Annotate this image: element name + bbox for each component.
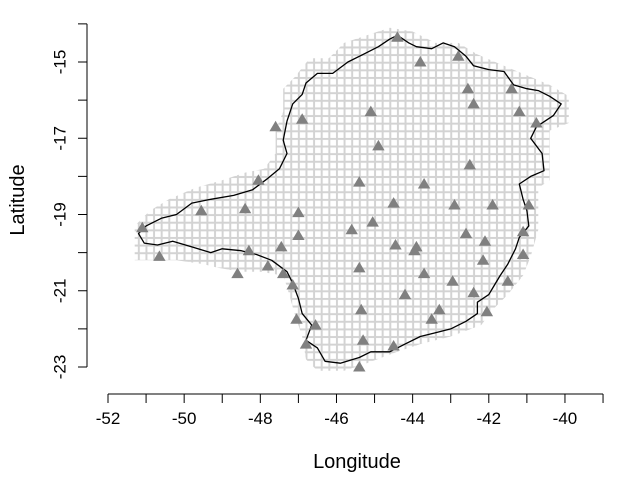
- x-tick-label: -42: [477, 409, 502, 428]
- station-triangle: [269, 120, 282, 132]
- station-triangle: [153, 250, 166, 261]
- station-triangle: [296, 113, 309, 124]
- station-triangle: [231, 267, 244, 279]
- y-tick-label: -17: [50, 126, 69, 151]
- station-triangle: [467, 286, 480, 298]
- station-triangle: [195, 204, 208, 216]
- station-triangle: [366, 216, 379, 227]
- station-triangle: [486, 199, 499, 210]
- station-triangle: [452, 50, 465, 61]
- x-axis-title: Longitude: [313, 451, 401, 473]
- station-triangle: [398, 288, 412, 300]
- station-triangle: [353, 261, 366, 273]
- station-triangle: [433, 303, 446, 315]
- station-triangle: [387, 197, 400, 208]
- station-triangle: [292, 206, 305, 218]
- y-tick-label: -15: [51, 50, 70, 75]
- station-triangle: [467, 97, 480, 109]
- station-triangle: [408, 244, 421, 256]
- x-tick-label: -40: [553, 409, 578, 428]
- station-triangle: [345, 223, 358, 235]
- station-triangle: [461, 82, 475, 94]
- station-triangle: [290, 313, 303, 324]
- station-triangle: [391, 31, 404, 42]
- station-triangle: [414, 56, 427, 67]
- station-triangle: [417, 178, 431, 189]
- station-triangle: [372, 139, 385, 151]
- station-triangle: [292, 229, 305, 240]
- station-triangle: [364, 105, 377, 117]
- station-triangle: [353, 176, 366, 187]
- grid-cell-area: [134, 27, 569, 371]
- y-tick-label: -21: [50, 279, 69, 304]
- station-triangle: [286, 279, 299, 290]
- state-boundary-line: [137, 34, 562, 364]
- x-tick-label: -50: [172, 409, 197, 428]
- state-boundary: [137, 34, 562, 364]
- station-triangle: [238, 202, 252, 214]
- y-tick-label: -23: [51, 355, 70, 380]
- station-triangle: [353, 361, 366, 372]
- station-triangle: [505, 82, 518, 94]
- station-triangle: [501, 275, 514, 286]
- station-triangle: [446, 275, 459, 286]
- station-triangle: [389, 239, 402, 250]
- station-triangle: [448, 199, 461, 210]
- station-triangle: [459, 227, 473, 239]
- station-triangle: [136, 221, 149, 233]
- axes: -52 -50 -48 -46 -44 -42 -40 -15 -17 -19 -21 -23: [50, 23, 604, 428]
- station-triangle: [277, 267, 290, 279]
- station-triangle: [417, 267, 431, 279]
- station-triangle: [299, 338, 313, 349]
- station-markers: [136, 31, 543, 372]
- station-triangle: [387, 340, 400, 351]
- x-tick-label: -52: [96, 409, 121, 428]
- station-triangle: [530, 117, 543, 128]
- station-triangle: [242, 244, 256, 256]
- station-triangle: [275, 240, 288, 252]
- y-axis-title: Latitude: [7, 164, 29, 235]
- station-triangle: [513, 105, 526, 117]
- station-triangle: [516, 248, 530, 259]
- station-triangle: [463, 158, 476, 170]
- station-triangle: [309, 319, 322, 330]
- station-triangle: [261, 260, 275, 271]
- station-triangle: [252, 174, 265, 185]
- x-tick-label: -48: [248, 409, 273, 428]
- y-tick-label: -19: [51, 202, 70, 227]
- station-triangle: [478, 235, 492, 246]
- station-triangle: [425, 313, 438, 324]
- station-triangle: [522, 199, 535, 210]
- grid-cells: [134, 27, 569, 371]
- station-triangle: [516, 225, 530, 237]
- station-triangle: [355, 303, 368, 315]
- station-triangle: [480, 305, 494, 317]
- station-triangle: [356, 334, 370, 345]
- x-tick-label: -44: [400, 409, 425, 428]
- station-triangle: [476, 254, 490, 265]
- x-tick-label: -46: [324, 409, 349, 428]
